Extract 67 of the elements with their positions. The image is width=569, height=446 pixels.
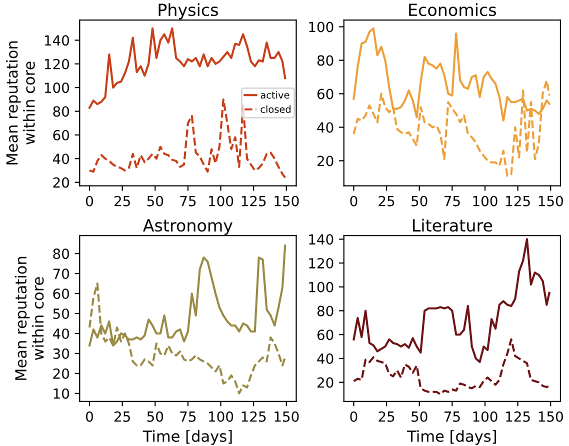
y-tick-label: 140	[309, 234, 334, 245]
y-tick-label: 80	[317, 55, 334, 66]
y-tick-label: 70	[53, 268, 70, 280]
x-tick-label: 0	[86, 196, 93, 206]
y-tick-label: 20	[318, 156, 334, 166]
y-tick-label: 80	[53, 248, 70, 260]
x-tick-label: 100	[473, 411, 498, 422]
y-tick-label: 30	[53, 348, 70, 359]
x-tick-label: 50	[412, 196, 428, 206]
legend-label: closed	[260, 105, 290, 113]
y-tick-label: 80	[53, 106, 70, 117]
x-tick-label: 150	[274, 196, 299, 206]
x-tick-label: 150	[538, 411, 563, 422]
chart-title: Physics	[158, 3, 218, 20]
chart-title: Astronomy	[143, 219, 233, 235]
y-tick-label: 40	[52, 328, 70, 339]
x-tick-label: 100	[209, 411, 234, 422]
x-tick-label: 50	[147, 196, 164, 206]
x-tick-label: 25	[378, 196, 394, 206]
line-series	[352, 338, 550, 396]
x-tick-label: 75	[180, 412, 196, 422]
y-tick-label: 120	[309, 258, 334, 269]
x-tick-label: 125	[506, 196, 530, 206]
x-tick-label: 75	[444, 412, 460, 422]
y-tick-label: 60	[53, 130, 70, 140]
y-tick-label: 40	[317, 353, 334, 364]
y-tick-label: 50	[53, 308, 70, 319]
chart-title: Economics	[409, 3, 496, 16]
line-series	[352, 238, 550, 364]
y-tick-label: 60	[317, 88, 334, 100]
x-tick-label: 75	[444, 196, 460, 206]
y-axis-title: Mean reputation within core	[14, 256, 44, 380]
x-tick-label: 150	[538, 196, 563, 206]
legend-label: active	[260, 91, 290, 99]
y-tick-label: 120	[44, 58, 70, 70]
y-tick-label: 20	[318, 377, 334, 388]
y-tick-label: 100	[44, 82, 70, 94]
x-tick-label: 100	[209, 196, 234, 206]
x-tick-label: 0	[350, 411, 358, 422]
y-tick-label: 80	[317, 306, 334, 316]
x-axis-title: Time [days]	[407, 430, 496, 445]
y-tick-label: 40	[52, 154, 70, 164]
x-tick-label: 125	[242, 411, 266, 422]
y-tick-label: 40	[317, 122, 334, 133]
x-tick-label: 50	[147, 411, 164, 422]
y-tick-label: 20	[53, 177, 70, 188]
y-tick-label: 20	[53, 368, 70, 379]
x-tick-label: 25	[114, 411, 130, 422]
x-tick-label: 100	[473, 196, 498, 206]
y-tick-label: 100	[309, 22, 334, 32]
y-tick-label: 60	[53, 288, 70, 300]
x-tick-label: 25	[378, 411, 394, 422]
x-axis-title: Time [days]	[142, 430, 232, 445]
x-tick-label: 50	[412, 411, 428, 422]
chart-title: Literature	[413, 218, 492, 232]
x-tick-label: 150	[274, 411, 299, 422]
x-tick-label: 25	[114, 196, 130, 206]
x-tick-label: 125	[506, 411, 530, 422]
y-tick-label: 140	[44, 35, 70, 46]
y-tick-label: 60	[317, 330, 334, 340]
x-tick-label: 75	[180, 196, 196, 206]
y-tick-label: 10	[54, 388, 70, 399]
x-tick-label: 0	[350, 196, 358, 206]
x-tick-label: 125	[242, 196, 266, 206]
x-tick-label: 0	[86, 411, 93, 422]
y-axis-title: Mean reputation within core	[6, 41, 35, 164]
y-tick-label: 100	[309, 282, 334, 292]
